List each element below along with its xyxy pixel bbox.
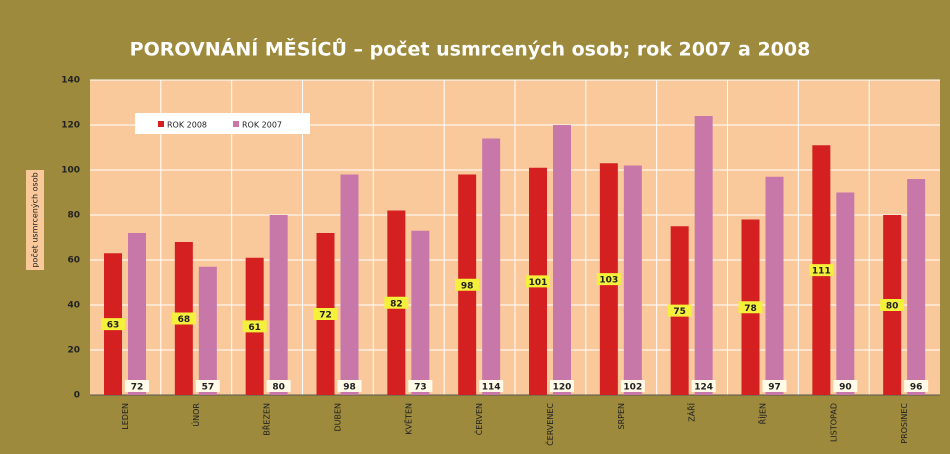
- x-tick-label: ZÁŘÍ: [686, 402, 697, 422]
- bar: [765, 176, 784, 395]
- y-tick-label: 100: [61, 166, 80, 176]
- value-label: 101: [529, 278, 548, 288]
- value-label: 98: [343, 383, 356, 393]
- x-tick-label: SRPEN: [617, 403, 626, 430]
- bar: [482, 138, 501, 395]
- value-label-box: [833, 380, 858, 392]
- value-label-box: [526, 275, 550, 288]
- bar: [411, 230, 430, 395]
- value-label-box: [171, 312, 196, 325]
- value-label: 75: [673, 307, 686, 317]
- y-tick-label: 40: [67, 301, 80, 311]
- x-tick-label: ÚNOR: [190, 403, 201, 427]
- x-tick-label: ŘÍJEN: [756, 403, 767, 424]
- value-label: 96: [910, 383, 923, 393]
- bar: [553, 125, 571, 395]
- value-label-box: [313, 308, 338, 320]
- value-label: 57: [202, 383, 215, 393]
- value-label: 72: [319, 311, 332, 321]
- value-label: 72: [131, 383, 144, 393]
- value-label-box: [596, 273, 621, 286]
- value-label: 82: [390, 299, 403, 309]
- value-label-box: [479, 380, 504, 392]
- value-label-box: [408, 380, 433, 392]
- value-label-box: [384, 296, 409, 309]
- value-label-box: [550, 380, 574, 392]
- bar: [128, 233, 146, 395]
- value-label: 80: [886, 302, 899, 312]
- x-tick-label: DUBEN: [333, 403, 342, 432]
- legend-swatch: [158, 121, 164, 127]
- bar: [836, 192, 855, 395]
- bar: [269, 215, 288, 395]
- bar: [623, 165, 642, 395]
- bar: [694, 116, 713, 395]
- value-label: 97: [768, 383, 781, 393]
- value-label: 124: [694, 383, 713, 393]
- value-label-box: [691, 380, 716, 392]
- value-label-box: [667, 304, 692, 317]
- value-label-box: [738, 301, 763, 314]
- value-label: 103: [599, 276, 618, 286]
- value-label-box: [620, 380, 645, 392]
- value-label-box: [242, 320, 267, 333]
- value-label: 63: [107, 321, 120, 331]
- value-label: 90: [839, 383, 852, 393]
- x-tick-label: LISTOPAD: [829, 403, 838, 442]
- chart-title: POROVNÁNÍ MĚSÍCŮ – počet usmrcených osob…: [130, 37, 811, 61]
- value-label: 120: [553, 383, 572, 393]
- x-tick-label: BŘEZEN: [262, 403, 272, 436]
- x-tick-label: KVĚTEN: [402, 403, 413, 435]
- value-label: 102: [623, 383, 642, 393]
- value-label: 98: [461, 281, 474, 291]
- y-tick-label: 20: [67, 346, 80, 356]
- value-label-box: [762, 380, 787, 392]
- value-label-box: [195, 380, 220, 392]
- y-tick-label: 120: [61, 121, 80, 131]
- y-axis-label: počet usmrcených osob: [30, 172, 40, 267]
- x-tick-label: PROSINEC: [900, 403, 909, 444]
- bar: [340, 174, 359, 395]
- value-label-box: [266, 380, 291, 392]
- value-label: 111: [812, 267, 831, 277]
- value-label-box: [904, 380, 929, 392]
- value-label: 61: [248, 323, 261, 333]
- y-tick-label: 0: [74, 391, 80, 401]
- value-label-box: [125, 380, 149, 392]
- legend-swatch: [233, 121, 239, 127]
- x-tick-label: LEDEN: [121, 403, 130, 430]
- value-label: 73: [414, 383, 427, 393]
- value-label: 114: [482, 383, 501, 393]
- y-tick-label: 60: [67, 256, 80, 266]
- value-label-box: [455, 278, 480, 291]
- value-label-box: [880, 299, 905, 311]
- value-label-box: [101, 318, 125, 331]
- y-tick-label: 80: [67, 211, 80, 221]
- legend-label: ROK 2008: [167, 121, 207, 130]
- legend-label: ROK 2007: [242, 121, 282, 130]
- bar: [198, 266, 217, 395]
- value-label: 78: [744, 304, 757, 314]
- bar: [907, 179, 926, 395]
- x-tick-label: ČERVEN: [473, 403, 484, 435]
- y-tick-label: 140: [61, 76, 80, 86]
- value-label-box: [809, 264, 834, 277]
- x-tick-label: ČERVENEC: [544, 403, 555, 446]
- value-label-box: [337, 380, 362, 392]
- value-label: 80: [272, 383, 285, 393]
- y-label-box: [26, 170, 44, 270]
- value-label: 68: [178, 315, 191, 325]
- legend: [135, 113, 310, 134]
